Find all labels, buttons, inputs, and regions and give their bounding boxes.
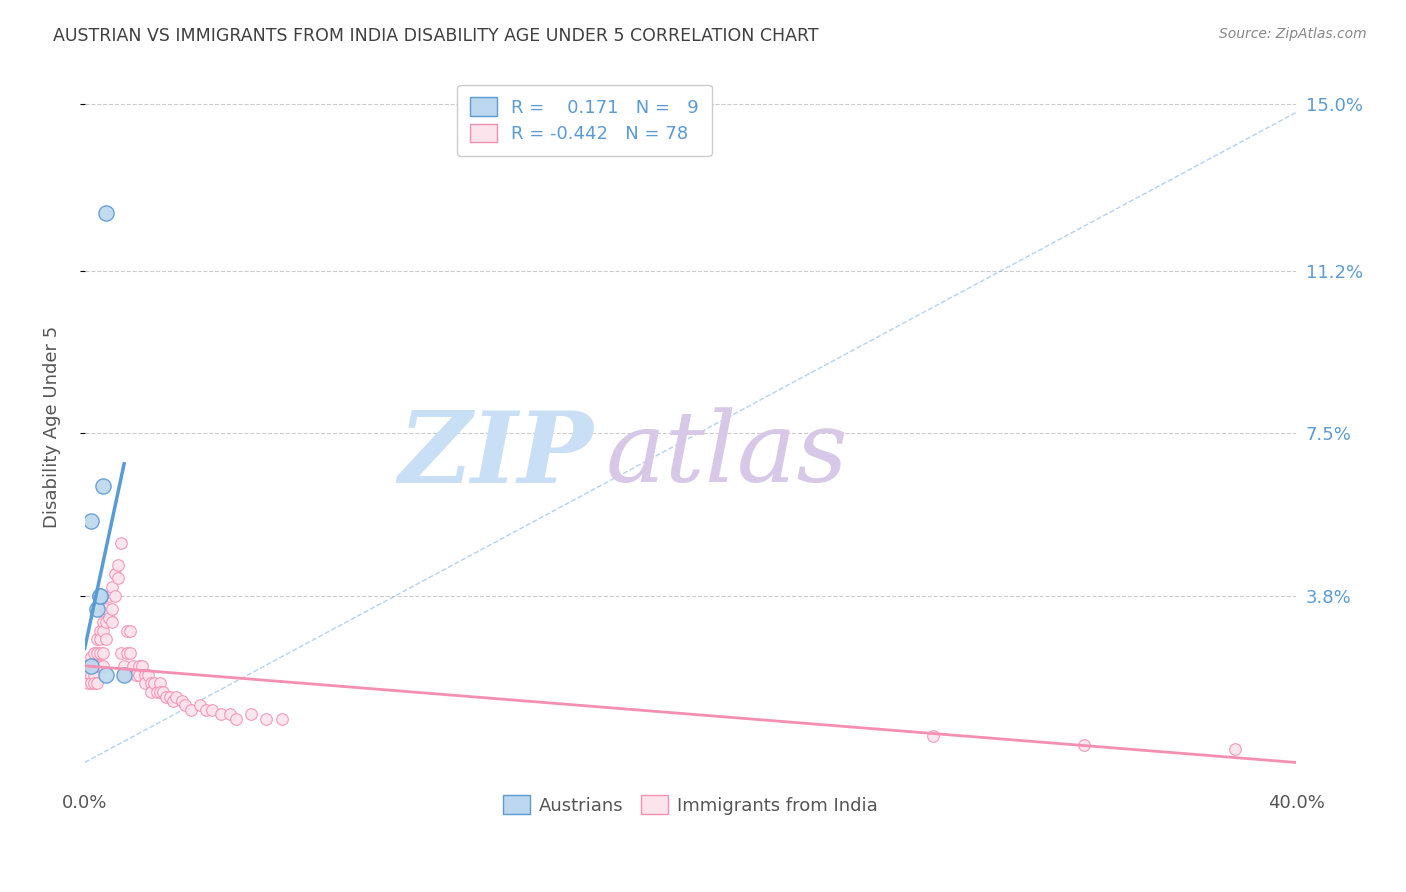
Point — [91, 624, 114, 638]
Point — [104, 589, 127, 603]
Point — [1225, 742, 1247, 756]
Point — [143, 676, 166, 690]
Text: Source: ZipAtlas.com: Source: ZipAtlas.com — [1219, 27, 1367, 41]
Point — [80, 650, 103, 665]
Point — [136, 667, 159, 681]
Point — [225, 712, 247, 726]
Point — [115, 646, 138, 660]
Point — [141, 685, 163, 699]
Point — [122, 658, 145, 673]
Point — [73, 658, 96, 673]
Point — [91, 479, 114, 493]
Point — [201, 703, 224, 717]
Point — [91, 615, 114, 629]
Point — [101, 601, 124, 615]
Point — [149, 676, 172, 690]
Point — [921, 729, 943, 743]
Point — [91, 658, 114, 673]
Point — [89, 658, 111, 673]
Point — [134, 676, 156, 690]
Point — [110, 536, 132, 550]
Point — [162, 694, 184, 708]
Point — [89, 589, 111, 603]
Point — [83, 676, 105, 690]
Point — [112, 667, 135, 681]
Point — [80, 658, 103, 673]
Point — [97, 589, 120, 603]
Point — [112, 667, 135, 681]
Point — [94, 615, 117, 629]
Point — [94, 206, 117, 220]
Point — [180, 703, 202, 717]
Point — [110, 646, 132, 660]
Point — [86, 632, 108, 647]
Point — [131, 658, 153, 673]
Point — [89, 646, 111, 660]
Legend: Austrians, Immigrants from India: Austrians, Immigrants from India — [492, 784, 889, 825]
Point — [1073, 738, 1095, 752]
Point — [254, 712, 277, 726]
Point — [112, 658, 135, 673]
Point — [97, 610, 120, 624]
Point — [159, 690, 181, 704]
Point — [89, 624, 111, 638]
Point — [86, 658, 108, 673]
Point — [107, 558, 129, 572]
Point — [270, 712, 292, 726]
Point — [80, 514, 103, 528]
Point — [89, 632, 111, 647]
Point — [209, 707, 232, 722]
Point — [173, 698, 195, 713]
Point — [94, 601, 117, 615]
Point — [76, 667, 98, 681]
Point — [128, 667, 150, 681]
Point — [94, 632, 117, 647]
Point — [152, 685, 174, 699]
Point — [86, 676, 108, 690]
Point — [80, 676, 103, 690]
Point — [76, 676, 98, 690]
Point — [165, 690, 187, 704]
Point — [219, 707, 242, 722]
Point — [125, 667, 148, 681]
Point — [76, 658, 98, 673]
Point — [141, 676, 163, 690]
Text: atlas: atlas — [606, 408, 848, 503]
Y-axis label: Disability Age Under 5: Disability Age Under 5 — [44, 326, 60, 527]
Point — [120, 624, 142, 638]
Point — [170, 694, 193, 708]
Point — [94, 667, 117, 681]
Point — [240, 707, 263, 722]
Point — [89, 589, 111, 603]
Point — [194, 703, 217, 717]
Text: AUSTRIAN VS IMMIGRANTS FROM INDIA DISABILITY AGE UNDER 5 CORRELATION CHART: AUSTRIAN VS IMMIGRANTS FROM INDIA DISABI… — [53, 27, 820, 45]
Point — [134, 667, 156, 681]
Point — [149, 685, 172, 699]
Point — [83, 646, 105, 660]
Point — [128, 658, 150, 673]
Point — [115, 624, 138, 638]
Point — [120, 646, 142, 660]
Point — [86, 601, 108, 615]
Point — [86, 646, 108, 660]
Point — [155, 690, 177, 704]
Point — [101, 615, 124, 629]
Point — [91, 646, 114, 660]
Point — [83, 658, 105, 673]
Point — [107, 571, 129, 585]
Point — [146, 685, 169, 699]
Point — [80, 667, 103, 681]
Point — [101, 580, 124, 594]
Text: ZIP: ZIP — [398, 407, 593, 503]
Point — [83, 667, 105, 681]
Point — [80, 658, 103, 673]
Point — [104, 566, 127, 581]
Point — [188, 698, 211, 713]
